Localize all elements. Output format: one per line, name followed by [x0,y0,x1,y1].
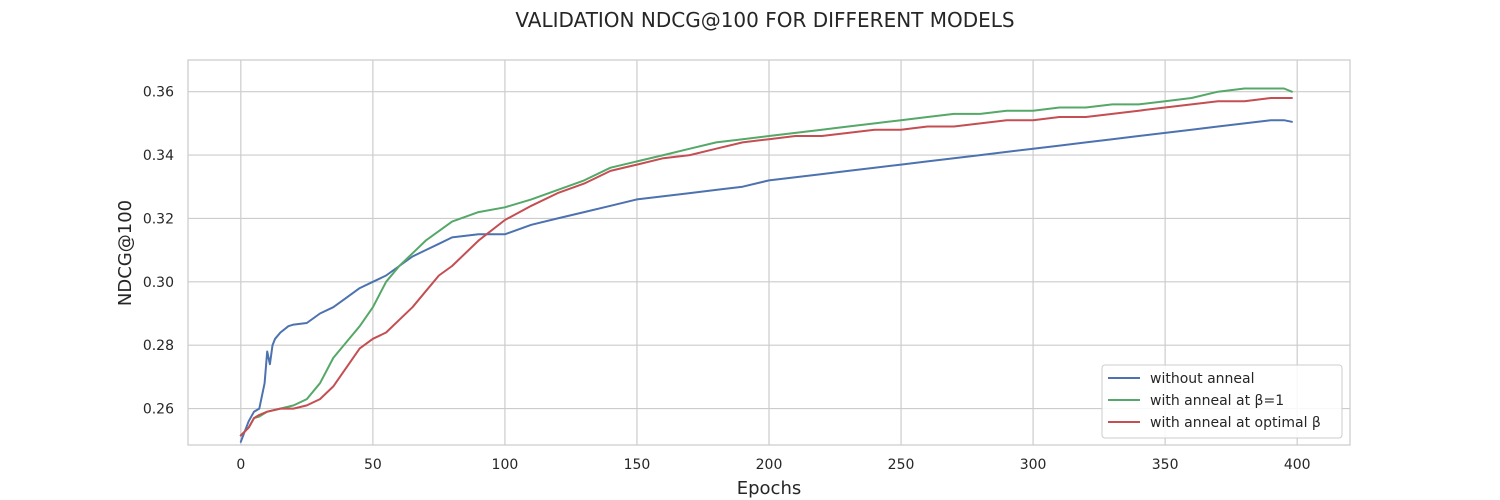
y-tick-label: 0.36 [143,85,174,101]
y-axis-title: NDCG@100 [115,200,136,306]
y-tick-label: 0.34 [143,148,174,164]
y-tick-label: 0.30 [143,275,174,291]
x-tick-label: 0 [236,457,245,473]
series-line-0 [239,119,1293,443]
legend-label-2: with anneal at optimal β [1150,415,1321,431]
x-tick-label: 300 [1020,457,1047,473]
x-tick-label: 350 [1152,457,1179,473]
y-tick-label: 0.28 [143,338,174,354]
y-tick-label: 0.26 [143,402,174,418]
y-tick-labels: 0.26 0.28 0.30 0.32 0.34 0.36 [143,85,174,418]
chart-title: VALIDATION NDCG@100 FOR DIFFERENT MODELS [515,8,1014,32]
legend-label-1: with anneal at β=1 [1150,393,1284,409]
x-tick-label: 250 [888,457,915,473]
y-tick-label: 0.32 [143,211,174,227]
x-tick-label: 200 [756,457,783,473]
series-line-1 [239,87,1293,437]
legend-label-0: without anneal [1150,371,1255,387]
x-tick-label: 400 [1284,457,1311,473]
x-tick-label: 100 [492,457,519,473]
legend-box [1101,364,1343,439]
x-tick-label: 50 [364,457,382,473]
series-line-2 [239,97,1293,437]
series-lines [239,87,1293,443]
x-tick-label: 150 [624,457,651,473]
plot-frame [187,59,1351,446]
legend: without anneal with anneal at β=1 with ann… [1101,364,1343,439]
x-tick-labels: 0 50 100 150 200 250 300 350 400 [236,457,1310,473]
x-axis-title: Epochs [737,478,802,499]
